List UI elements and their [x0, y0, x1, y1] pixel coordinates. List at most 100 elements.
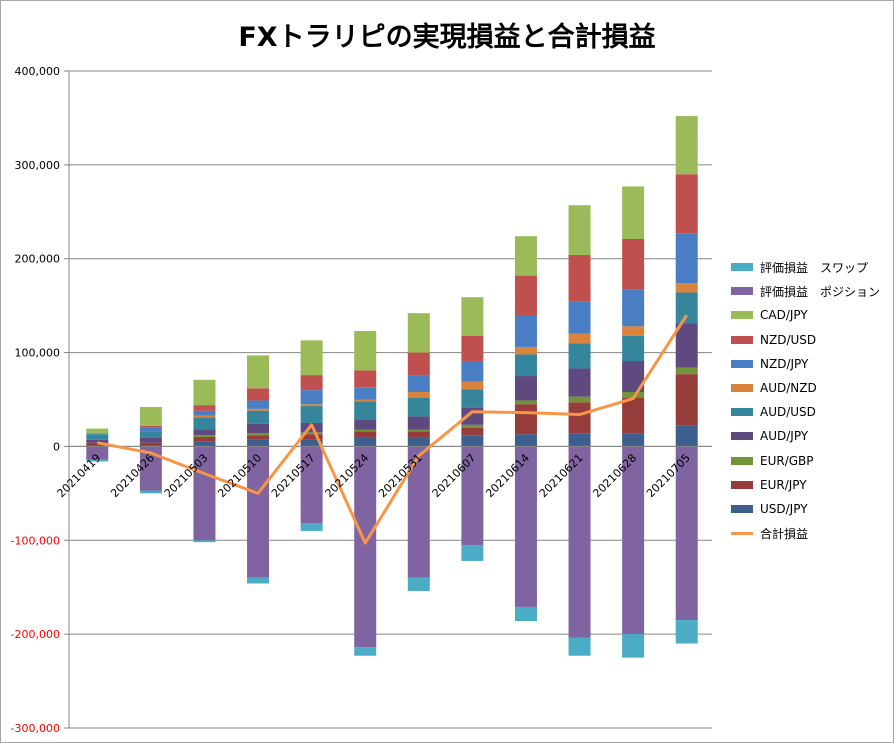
bar-segment	[461, 361, 484, 382]
bar-segment	[86, 446, 109, 460]
bar-segment	[86, 459, 109, 462]
bar-segment	[300, 404, 323, 407]
bar-segment	[193, 410, 216, 416]
legend-item: CAD/JPY	[731, 303, 891, 327]
bar-segment	[461, 381, 484, 390]
bar-segment	[622, 397, 645, 434]
bar-segment	[300, 446, 323, 524]
bar-segment	[139, 427, 162, 432]
legend-item: USD/JPY	[731, 497, 891, 521]
bar-segment	[354, 437, 377, 447]
bar-segment	[354, 431, 377, 438]
legend-swatch	[731, 263, 753, 272]
bar-segment	[300, 523, 323, 531]
legend-item: AUD/USD	[731, 400, 891, 424]
legend-item: NZD/USD	[731, 328, 891, 352]
legend-label: NZD/JPY	[760, 356, 809, 371]
bar-segment	[193, 437, 216, 442]
legend-swatch	[731, 311, 753, 320]
legend-label: NZD/USD	[760, 332, 817, 347]
bar-segment	[675, 620, 698, 644]
bar-segment	[193, 417, 216, 430]
bar-segment	[675, 174, 698, 234]
bar-segment	[461, 446, 484, 545]
bar-segment	[86, 439, 109, 443]
legend-label: 評価損益 スワップ	[760, 260, 869, 275]
bar-segment	[568, 254, 591, 302]
legend-item: 合計損益	[731, 521, 891, 545]
bar-segment	[568, 446, 591, 638]
bar-segment	[622, 335, 645, 362]
bar-segment	[514, 400, 537, 405]
chart-title: FXトラリピの実現損益と合計損益	[238, 22, 656, 53]
bar-segment	[514, 315, 537, 347]
bar-segment	[407, 313, 430, 353]
bar-segment	[300, 375, 323, 391]
bar-segment	[622, 634, 645, 658]
bar-segment	[193, 540, 216, 543]
y-tick-label: 100,000	[15, 347, 61, 360]
bar-segment	[514, 376, 537, 401]
legend-swatch	[731, 287, 753, 296]
bar-segment	[300, 439, 323, 447]
bar-segment	[407, 446, 430, 578]
bar-segment	[86, 428, 109, 434]
bar-segment	[407, 391, 430, 398]
bar-segment	[514, 446, 537, 607]
legend-label: EUR/GBP	[760, 453, 814, 468]
legend-label: USD/JPY	[760, 501, 808, 516]
bar-segment	[193, 379, 216, 406]
bar-segment	[675, 283, 698, 293]
bar-segment	[247, 433, 270, 436]
bar-segment	[514, 404, 537, 435]
bar-segment	[568, 433, 591, 447]
bar-segment	[622, 186, 645, 240]
bar-segment	[568, 396, 591, 403]
legend-item: AUD/JPY	[731, 424, 891, 448]
bar-segment	[300, 340, 323, 376]
bar-segment	[514, 275, 537, 316]
x-tick-label: 20210419	[55, 451, 104, 500]
bar-segment	[675, 374, 698, 426]
bar-segment	[568, 402, 591, 434]
bar-segment	[247, 355, 270, 389]
bar-segment	[354, 387, 377, 400]
bar-segment	[300, 434, 323, 440]
legend-item: EUR/GBP	[731, 449, 891, 473]
bar-segment	[568, 343, 591, 369]
bar-segment	[514, 236, 537, 276]
bar-segment	[86, 442, 109, 447]
bar-segment	[568, 301, 591, 334]
legend-swatch	[731, 408, 753, 417]
bar-segment	[193, 429, 216, 436]
bar-segment	[247, 410, 270, 424]
bar-segment	[354, 429, 377, 432]
legend-item: NZD/JPY	[731, 352, 891, 376]
y-tick-label: 200,000	[15, 253, 61, 266]
legend-item: EUR/JPY	[731, 473, 891, 497]
legend-swatch	[731, 531, 753, 535]
y-tick-label: -100,000	[11, 534, 60, 547]
legend-swatch	[731, 384, 753, 393]
bar-segment	[622, 326, 645, 336]
legend-label: AUD/NZD	[760, 381, 817, 396]
bar-segment	[622, 239, 645, 290]
bar-segment	[139, 490, 162, 494]
bar-segment	[622, 289, 645, 327]
bar-segment	[461, 335, 484, 362]
bar-segment	[675, 446, 698, 621]
bar-segment	[514, 346, 537, 355]
bar-segment	[461, 297, 484, 336]
legend-swatch	[731, 359, 753, 368]
bar-segment	[407, 397, 430, 417]
series-line	[97, 314, 688, 545]
legend-label: 合計損益	[760, 526, 809, 541]
bar-segment	[193, 435, 216, 438]
bar-segment	[300, 406, 323, 423]
bar-segment	[514, 434, 537, 447]
bar-segment	[675, 116, 698, 175]
bar-segment	[139, 407, 162, 426]
bar-segment	[407, 429, 430, 432]
